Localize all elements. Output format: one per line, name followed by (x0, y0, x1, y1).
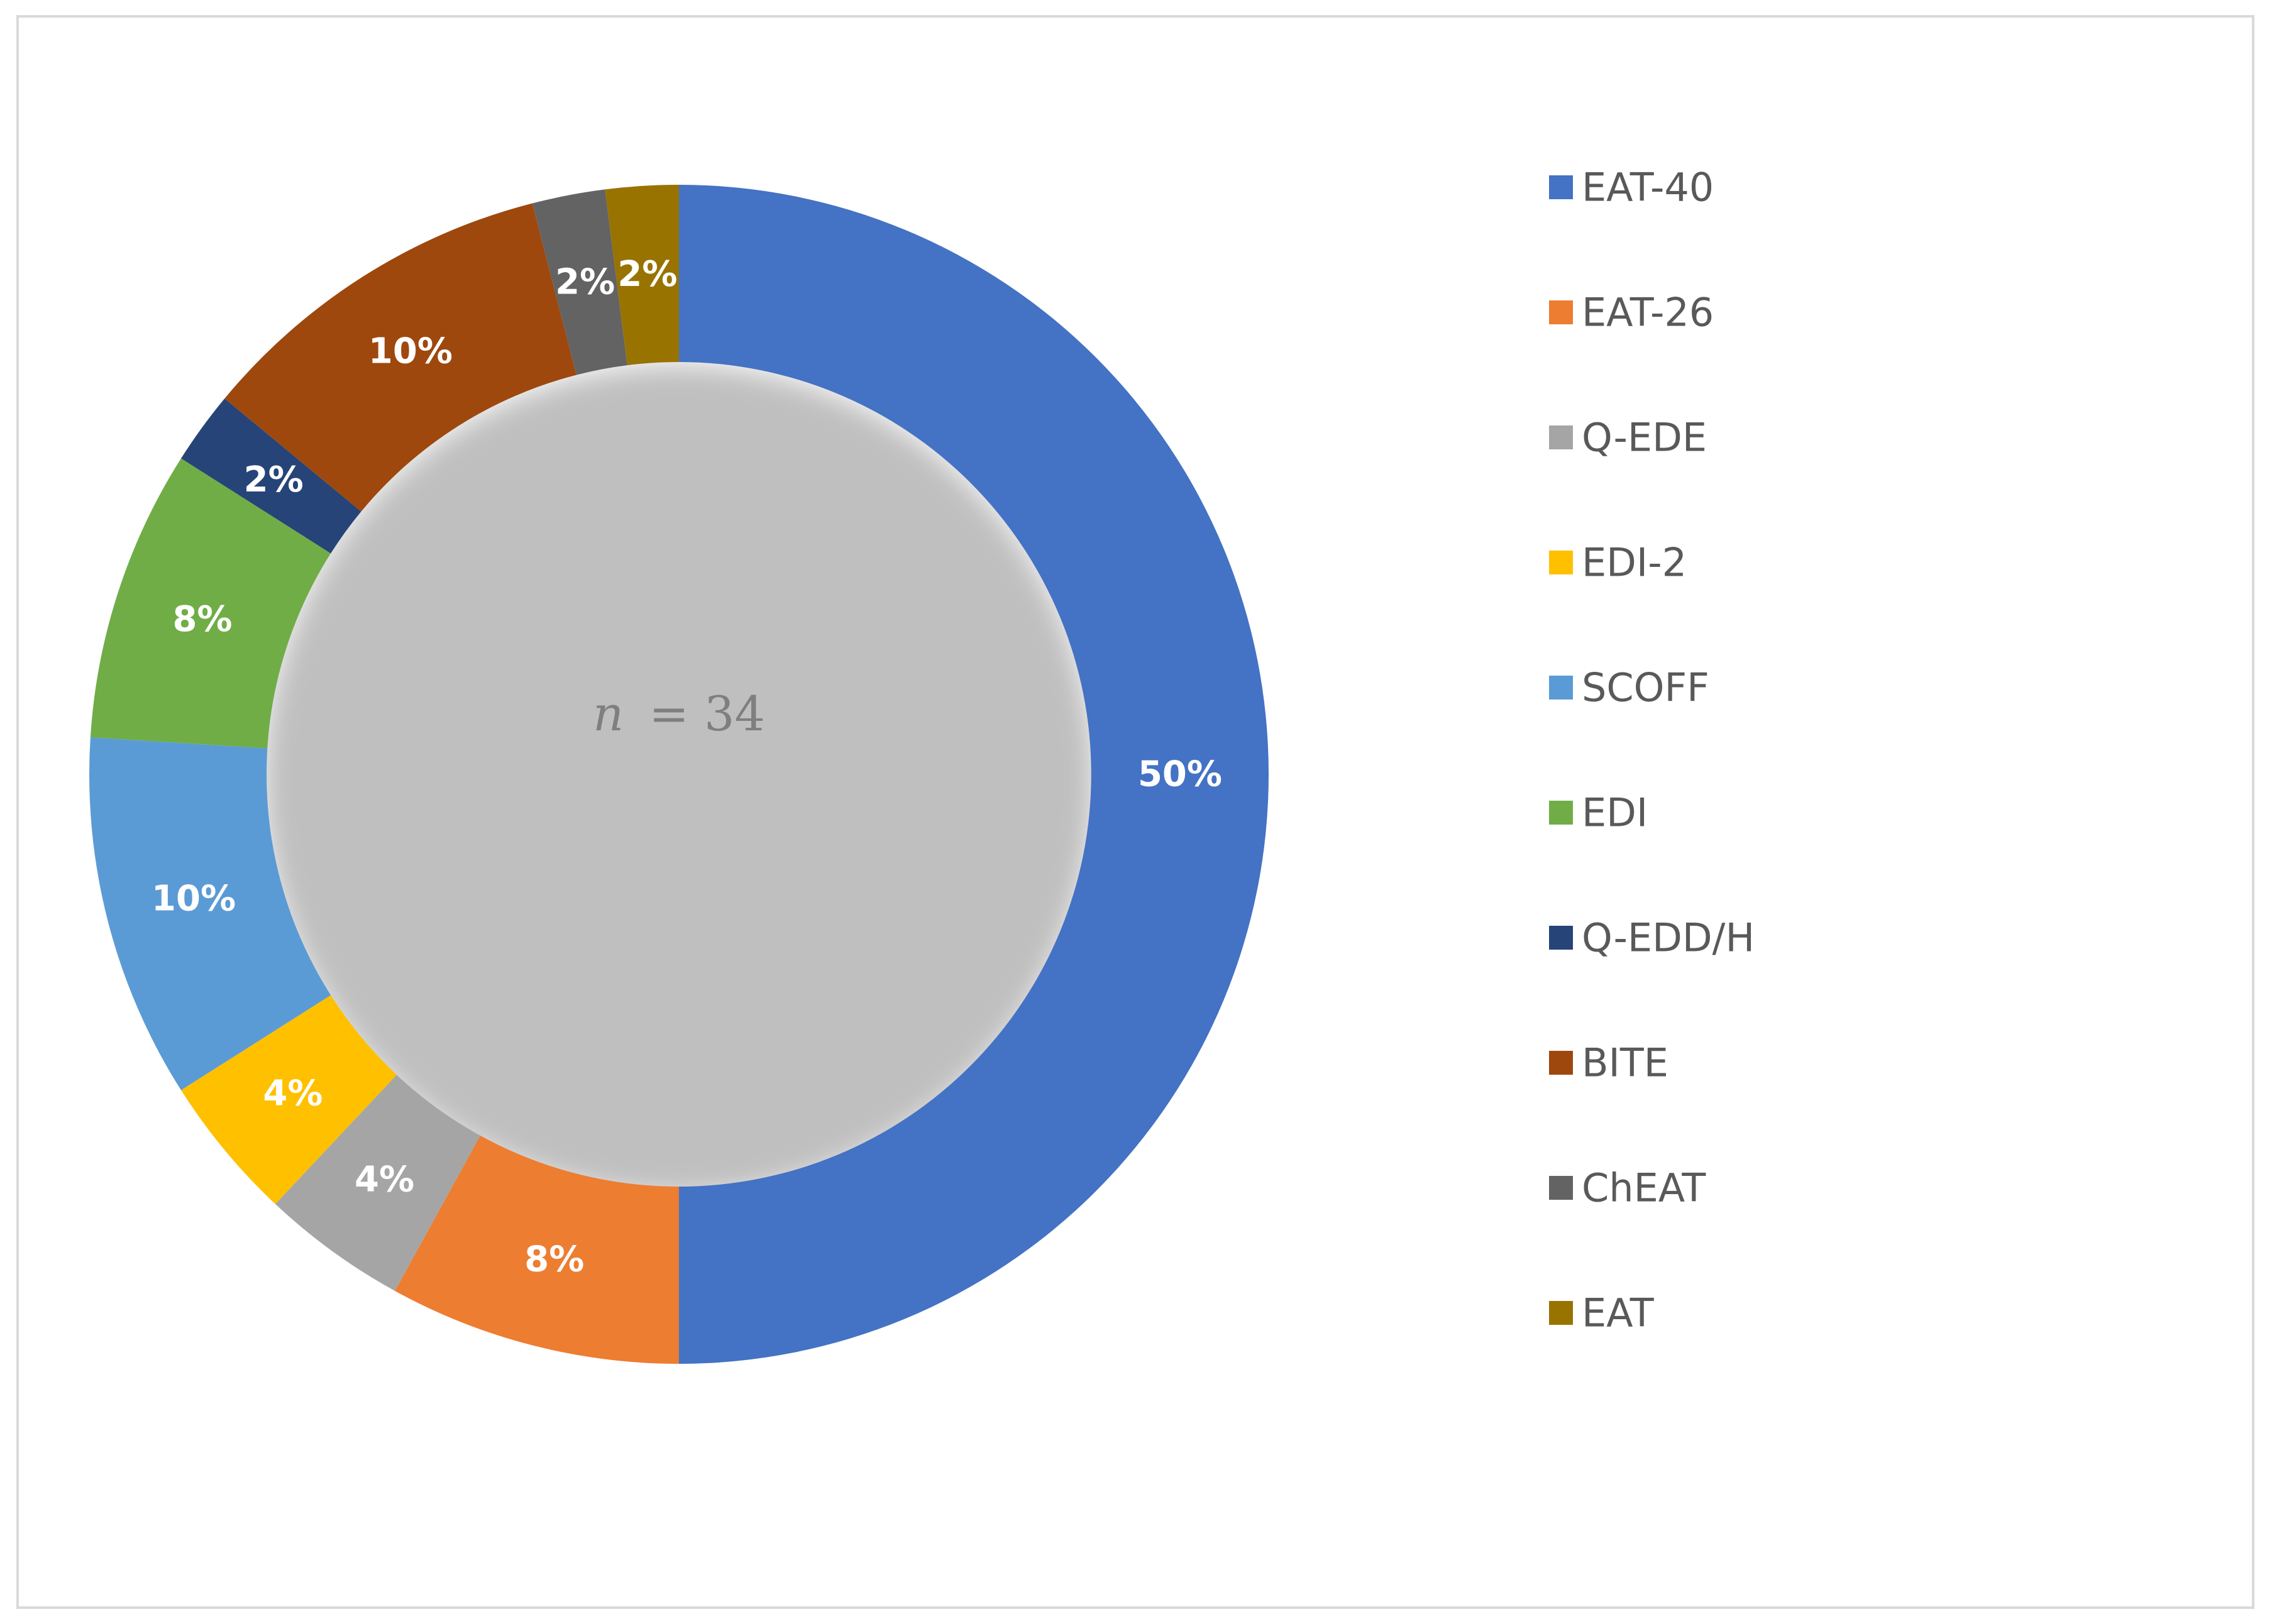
legend-swatch-scoff (1549, 676, 1573, 700)
slice-label-eat-40: 50% (1138, 754, 1222, 795)
legend-label-bite: BITE (1582, 1040, 1668, 1086)
legend-swatch-bite (1549, 1051, 1573, 1075)
slice-q-ede (275, 1075, 480, 1291)
donut-hole-shadow-ring (263, 365, 1095, 1197)
legend-label-edi: EDI (1582, 790, 1648, 836)
legend-label-q-edd-h: Q-EDD/H (1582, 915, 1755, 961)
legend-swatch-q-edd-h (1549, 926, 1573, 950)
center-value: = 34 (649, 686, 765, 742)
legend-swatch-eat (1549, 1301, 1573, 1325)
legend-item-edi-2: EDI-2 (1549, 540, 1687, 586)
legend-item-eat-26: EAT-26 (1549, 290, 1714, 336)
center-annotation: n = 34 (593, 686, 765, 742)
legend-item-q-ede: Q-EDE (1549, 415, 1707, 461)
legend: EAT-40 EAT-26 Q-EDE EDI-2 SCOFF EDI Q-EDD/H BIT… (1549, 165, 1755, 1336)
slice-label-cheat: 2% (555, 262, 615, 303)
slice-edi (90, 458, 331, 749)
legend-swatch-edi-2 (1549, 551, 1573, 574)
slice-label-q-edd-h: 2% (244, 459, 304, 500)
legend-item-cheat: ChEAT (1549, 1165, 1706, 1211)
legend-label-eat: EAT (1582, 1290, 1655, 1336)
slice-label-q-ede: 4% (355, 1159, 414, 1200)
slice-eat-26 (395, 1135, 679, 1364)
donut-slices (89, 185, 1269, 1364)
legend-label-eat-26: EAT-26 (1582, 290, 1714, 336)
legend-swatch-q-ede (1549, 425, 1573, 449)
slice-label-edi-2: 4% (263, 1073, 323, 1114)
slice-cheat (532, 189, 627, 375)
slice-bite (224, 203, 576, 512)
slice-label-eat: 2% (617, 254, 677, 295)
slice-label-edi: 8% (172, 599, 232, 640)
slice-q-edd-h (181, 398, 361, 554)
legend-swatch-eat-40 (1549, 175, 1573, 199)
legend-item-edi: EDI (1549, 790, 1648, 836)
legend-item-eat: EAT (1549, 1290, 1655, 1336)
legend-label-cheat: ChEAT (1582, 1165, 1706, 1211)
slice-label-bite: 10% (368, 331, 453, 372)
slice-labels: 50%8%4%4%10%8%2%10%2% 2% (152, 254, 1222, 1280)
center-annotation-text: n = 34 (593, 686, 765, 742)
legend-item-bite: BITE (1549, 1040, 1668, 1086)
slice-edi-2 (181, 995, 397, 1204)
slice-eat (605, 185, 679, 366)
legend-swatch-cheat (1549, 1176, 1573, 1200)
slice-eat-40 (679, 185, 1269, 1364)
donut-hole-shadow (263, 365, 1095, 1197)
legend-item-scoff: SCOFF (1549, 665, 1709, 711)
legend-label-edi-2: EDI-2 (1582, 540, 1687, 586)
legend-item-q-edd-h: Q-EDD/H (1549, 915, 1755, 961)
slice-label-scoff: 10% (152, 879, 236, 919)
center-variable: n (593, 686, 624, 742)
legend-swatch-eat-26 (1549, 300, 1573, 324)
slice-label-eat-26: 8% (524, 1239, 584, 1280)
slice-scoff (89, 737, 331, 1090)
legend-item-eat-40: EAT-40 (1549, 165, 1714, 211)
legend-label-eat-40: EAT-40 (1582, 165, 1714, 211)
legend-label-q-ede: Q-EDE (1582, 415, 1707, 461)
legend-swatch-edi (1549, 801, 1573, 825)
legend-label-scoff: SCOFF (1582, 665, 1709, 711)
